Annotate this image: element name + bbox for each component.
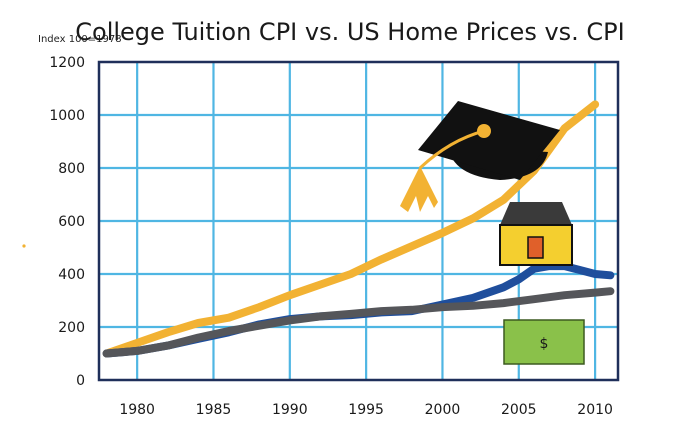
- x-tick-label: 1985: [196, 402, 232, 418]
- plot-frame: [97, 60, 620, 382]
- cap-cord: [418, 129, 485, 170]
- series-line-dollar-bill: [102, 287, 615, 358]
- y-tick-label: 1000: [49, 108, 85, 124]
- x-axis-ticks: 1980 1985 1990 1995 2000 2005 2010: [119, 402, 613, 418]
- x-tick-label: 1980: [119, 402, 155, 418]
- y-tick-label: 0: [76, 373, 85, 389]
- x-tick-label: 1995: [348, 402, 384, 418]
- house-icon: [499, 202, 573, 266]
- y-tick-label: 600: [58, 214, 85, 230]
- y-tick-label: 400: [58, 267, 85, 283]
- y-axis-ticks: 0 200 400 600 800 1000 1200: [49, 55, 85, 389]
- bill-symbol: $: [540, 336, 549, 352]
- series-lines: [102, 100, 615, 358]
- y-tick-label: 800: [58, 161, 85, 177]
- x-tick-label: 2000: [425, 402, 461, 418]
- dollar-bill-icon: $: [503, 319, 585, 365]
- house-door: [527, 236, 544, 259]
- x-tick-label: 1990: [272, 402, 308, 418]
- y-tick-label: 1200: [49, 55, 85, 71]
- series-line-graduation-cap: [102, 100, 600, 358]
- cap-board: [418, 101, 560, 180]
- x-tick-label: 2005: [501, 402, 537, 418]
- bill-body: [503, 319, 585, 365]
- cap-tassel: [400, 166, 438, 212]
- stray-dot: [22, 244, 26, 248]
- chart-title: College Tuition CPI vs. US Home Prices v…: [75, 18, 624, 46]
- y-tick-label: 200: [58, 320, 85, 336]
- x-tick-label: 2010: [577, 402, 613, 418]
- graduation-cap-icon: [400, 101, 560, 212]
- house-roof: [500, 202, 572, 225]
- y-axis-label: Index 100=1978: [38, 34, 122, 45]
